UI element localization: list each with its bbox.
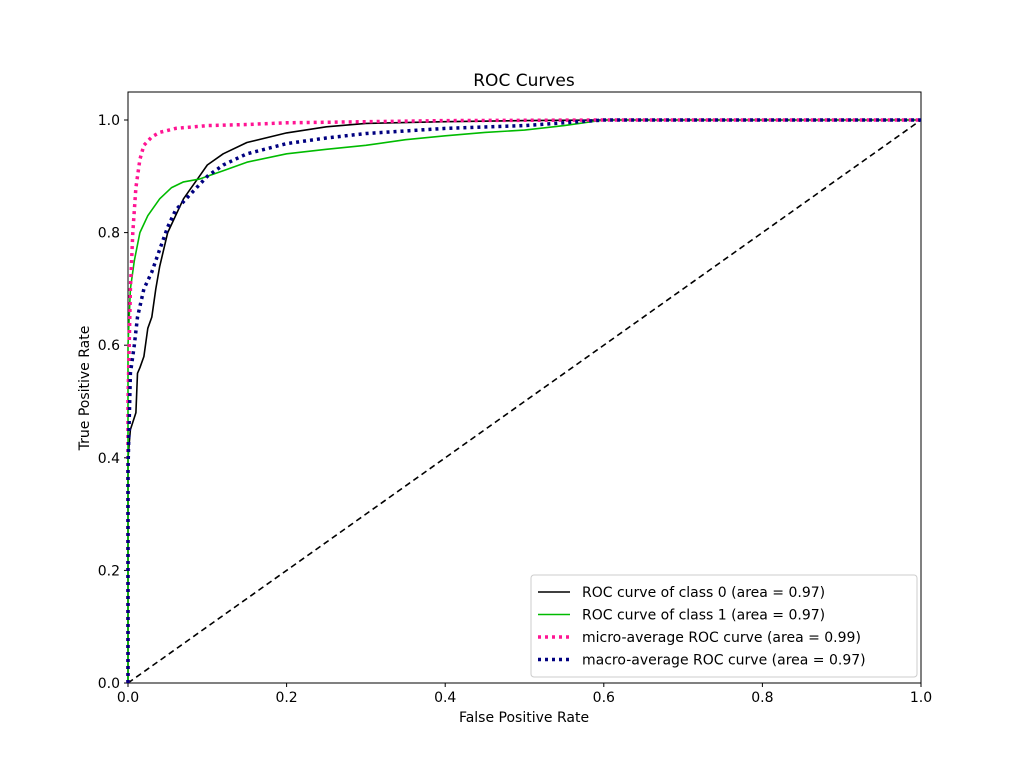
legend-label: ROC curve of class 1 (area = 0.97) [582, 608, 825, 624]
x-tick-label: 0.8 [751, 690, 773, 706]
series-line-2 [126, 118, 921, 683]
y-tick-label: 0.0 [98, 676, 120, 692]
x-tick-label: 0.6 [593, 690, 615, 706]
y-tick-label: 0.2 [98, 563, 120, 579]
series-line-3 [126, 118, 921, 683]
y-axis-ticks: 0.0 0.2 0.4 0.6 0.8 1.0 [98, 113, 128, 692]
legend: ROC curve of class 0 (area = 0.97) ROC cu… [530, 574, 918, 678]
x-tick-label: 0.4 [434, 690, 456, 706]
y-axis-label: True Positive Rate [77, 326, 93, 452]
series-lines [126, 118, 922, 684]
x-tick-label: 0.2 [275, 690, 297, 706]
legend-label: macro-average ROC curve (area = 0.97) [582, 653, 866, 669]
legend-label: ROC curve of class 0 (area = 0.97) [582, 585, 825, 601]
x-axis-ticks: 0.0 0.2 0.4 0.6 0.8 1.0 [117, 683, 932, 706]
y-tick-label: 0.8 [98, 226, 120, 242]
legend-box [530, 574, 918, 678]
x-axis-label: False Positive Rate [459, 710, 589, 726]
y-tick-label: 1.0 [98, 113, 120, 129]
x-tick-label: 0.0 [117, 690, 139, 706]
series-line-1 [127, 119, 921, 683]
series-line-4 [127, 119, 922, 684]
legend-label: micro-average ROC curve (area = 0.99) [582, 630, 861, 646]
x-tick-label: 1.0 [910, 690, 932, 706]
y-tick-label: 0.4 [98, 451, 120, 467]
y-tick-label: 0.6 [98, 338, 120, 354]
chart-title: ROC Curves [473, 71, 575, 91]
